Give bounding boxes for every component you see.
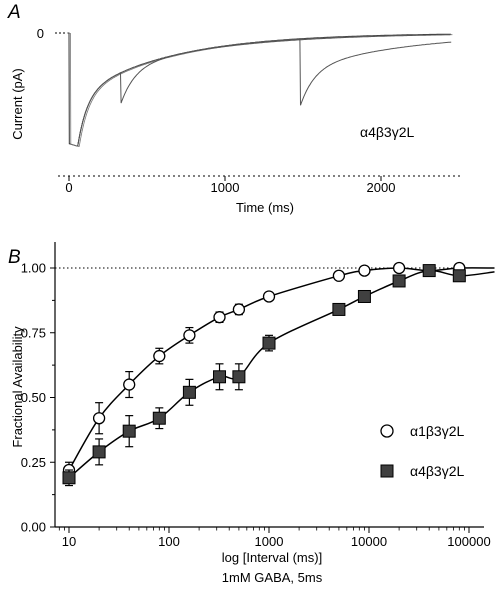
filled-square-marker (213, 370, 227, 384)
panel-a-trace-second-pulse-300ms (77, 34, 451, 147)
panel-b-y-tick-label: 0.50 (21, 390, 46, 405)
filled-square-marker (182, 385, 196, 399)
data-point-series-2 (213, 363, 227, 391)
panel-a-x-ticks: 0 1000 2000 (65, 176, 395, 195)
filled-square-marker (422, 264, 436, 278)
filled-square-marker (392, 274, 406, 288)
data-point-series-2 (182, 378, 196, 406)
filled-square-marker (152, 411, 166, 425)
data-point-series-2 (92, 438, 106, 466)
data-point-series-1 (358, 264, 371, 277)
data-point-series-2 (262, 334, 276, 352)
data-point-series-1 (392, 261, 406, 275)
data-point-series-1 (213, 311, 226, 324)
panel-a-zero-tick-label: 0 (37, 26, 44, 41)
panel-a-annotation: α4β3γ2L (360, 124, 415, 140)
panel-a-x-tick-label: 0 (65, 180, 72, 195)
filled-square-marker (92, 445, 106, 459)
panel-b-xlabel: log [Interval (ms)] (222, 550, 322, 565)
filled-square-marker (232, 370, 246, 384)
data-point-series-2 (392, 274, 406, 288)
open-circle-marker (183, 329, 196, 342)
panel-b-x-tick-label: 10 (62, 534, 76, 549)
panel-b-footnote: 1mM GABA, 5ms (222, 570, 323, 585)
open-circle-marker (358, 264, 371, 277)
data-point-series-2 (152, 407, 166, 430)
panel-a-x-tick-label: 2000 (367, 180, 396, 195)
data-point-series-2 (357, 289, 371, 303)
data-point-series-1 (232, 303, 246, 316)
panel-b-x-tick-label: 100000 (447, 534, 490, 549)
filled-square-marker (332, 302, 346, 316)
panel-b-x-tick-label: 100 (158, 534, 180, 549)
data-point-series-1 (92, 402, 106, 435)
open-circle-marker (332, 269, 346, 282)
open-circle-marker (262, 290, 276, 303)
data-point-series-2 (122, 415, 136, 448)
legend-label-series-1: α1β3γ2L (410, 423, 465, 439)
filled-square-marker (62, 471, 76, 485)
filled-square-marker (262, 336, 276, 350)
panel-b-x-tick-label: 1000 (255, 534, 284, 549)
data-point-series-1 (332, 269, 346, 282)
open-circle-marker (392, 261, 406, 275)
open-circle-marker (153, 349, 166, 363)
panel-b-label: B (8, 247, 21, 268)
panel-a-xlabel: Time (ms) (236, 200, 294, 215)
panel-b-x-tick-label: 10000 (351, 534, 387, 549)
open-circle-marker (213, 311, 226, 324)
filled-square-marker (452, 269, 466, 283)
panel-b-ylabel: Fractional Availability (10, 326, 25, 448)
panel-a-current-traces (67, 32, 453, 147)
panel-b-y-tick-label: 0.00 (21, 520, 46, 535)
legend-filled-square-marker (380, 464, 394, 478)
panel-b-y-ticks: 0.00 0.25 0.50 0.75 1.00 (21, 261, 55, 535)
open-circle-marker (232, 303, 246, 316)
panel-a-label: A (7, 2, 21, 23)
data-point-series-2 (232, 363, 246, 391)
panel-b-legend: α1β3γ2L α4β3γ2L (380, 423, 465, 479)
panel-a-x-tick-label: 1000 (211, 180, 240, 195)
fit-curve-1 (68, 267, 495, 471)
panel-b-y-tick-label: 0.75 (21, 325, 46, 340)
open-circle-marker (92, 412, 106, 425)
data-point-series-2 (62, 469, 76, 487)
open-circle-marker (123, 378, 136, 391)
panel-b: B Fractional Availability 0.000.250.500.… (8, 242, 495, 585)
legend-open-circle-marker (380, 424, 394, 438)
data-point-series-2 (422, 264, 436, 278)
data-point-series-1 (183, 326, 196, 344)
panel-b-y-tick-label: 0.25 (21, 455, 46, 470)
panel-b-y-tick-label: 1.00 (21, 261, 46, 276)
legend-label-series-2: α4β3γ2L (410, 463, 465, 479)
panel-a: A 0 Current (pA) 0 1000 2000 Time (ms) α4β… (7, 2, 460, 215)
data-point-series-2 (452, 269, 466, 283)
panel-a-trace-second-pulse-1500ms (77, 38, 452, 147)
filled-square-marker (122, 424, 136, 438)
data-point-series-1 (123, 371, 136, 399)
data-point-series-1 (153, 347, 166, 365)
data-point-series-1 (262, 290, 276, 303)
panel-b-data-points (62, 261, 466, 487)
data-point-series-2 (332, 302, 346, 316)
filled-square-marker (357, 289, 371, 303)
panel-a-ylabel: Current (pA) (10, 68, 25, 140)
panel-b-x-ticks: 10 100 1000 10000 100000 (58, 527, 491, 549)
